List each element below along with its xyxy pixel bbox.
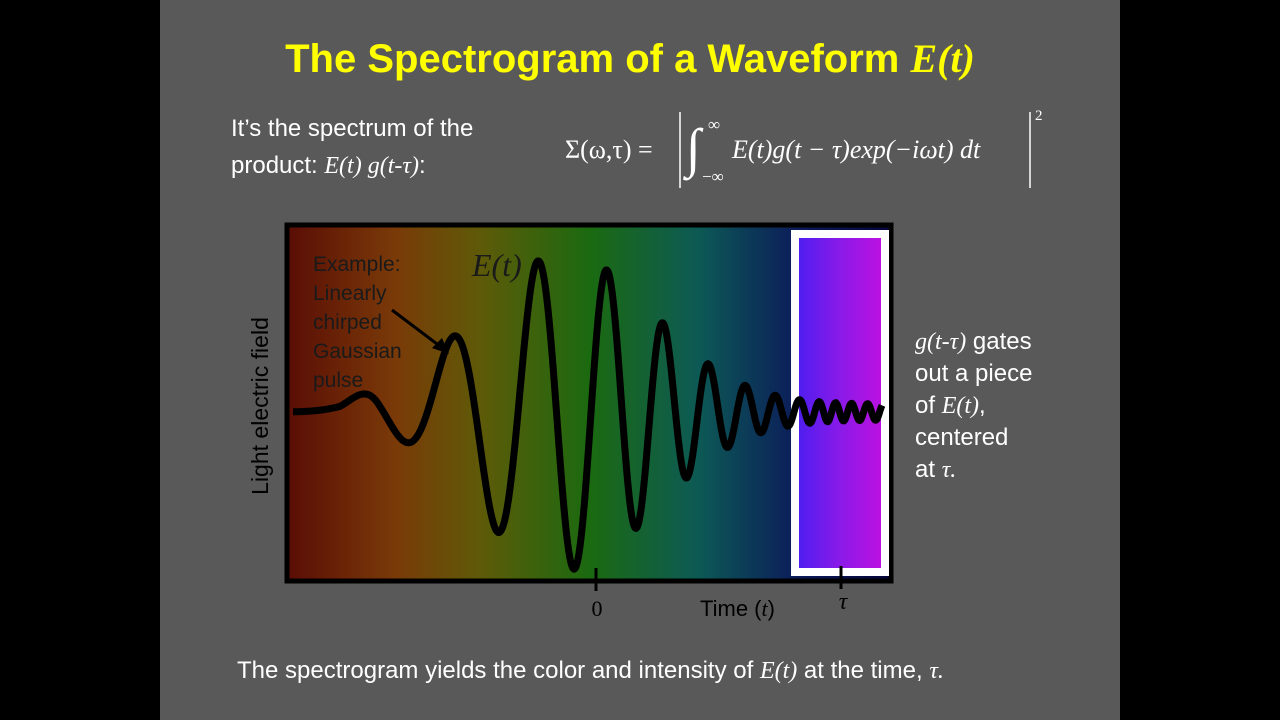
text-segment: E(t) — [941, 393, 979, 419]
text-segment: E(t) — [759, 658, 797, 684]
text-layer: The Spectrogram of a Waveform E(t) It’s t… — [231, 36, 1032, 684]
side-note-line: of E(t), — [915, 392, 986, 419]
text-segment: The spectrogram yields the color and int… — [237, 657, 760, 684]
text-segment: The Spectrogram of a Waveform — [285, 37, 910, 81]
y-axis-label: Light electric field — [247, 317, 273, 495]
text-segment: : — [419, 152, 426, 179]
gate-label: τ — [839, 589, 849, 615]
text-segment: product: — [231, 152, 324, 179]
text-segment: at the time, — [797, 657, 929, 684]
waveform — [290, 257, 886, 573]
formula-lower: −∞ — [702, 167, 724, 186]
formula-power: 2 — [1035, 108, 1043, 124]
text-segment: gates — [966, 328, 1031, 355]
slide-title: The Spectrogram of a Waveform E(t) — [285, 36, 975, 81]
text-segment: ) — [768, 596, 775, 621]
text-segment: It’s the spectrum of the — [231, 115, 473, 142]
formula-upper: ∞ — [708, 115, 720, 134]
side-note-line: centered — [915, 424, 1008, 451]
wave-label: E(t) — [471, 247, 522, 283]
text-segment: E(t) — [909, 36, 974, 81]
arrow-head — [432, 338, 449, 354]
intro-line: It’s the spectrum of the — [231, 115, 473, 142]
side-note-line: at τ. — [915, 456, 956, 483]
integral-sign: ∫ — [683, 118, 704, 181]
annotation-line: pulse — [313, 369, 363, 392]
text-segment: t — [762, 596, 769, 621]
side-note-line: g(t-τ) gates — [915, 328, 1032, 355]
text-segment: centered — [915, 424, 1008, 451]
annotation-line: Example: — [313, 253, 401, 276]
annotation-line: chirped — [313, 311, 382, 334]
annotation-line: Linearly — [313, 282, 387, 305]
annotation-arrow — [391, 308, 446, 352]
intro-line: product: E(t) g(t-τ): — [231, 152, 426, 179]
text-segment: , — [979, 392, 986, 419]
text-segment: Time ( — [700, 596, 762, 621]
text-segment: out a piece — [915, 360, 1032, 387]
formula-lhs: Σ(ω,τ) = — [565, 135, 653, 164]
text-segment: E(t) g(t-τ) — [323, 153, 419, 179]
formula-integrand: E(t)g(t − τ)exp(−iωt) dt — [731, 135, 981, 164]
x-tick-label: 0 — [592, 596, 603, 621]
x-axis-label: Time (t) — [700, 596, 775, 621]
text-segment: τ. — [929, 658, 944, 684]
text-segment: g(t-τ) — [915, 329, 966, 355]
text-segment: τ. — [942, 457, 957, 483]
side-note-line: out a piece — [915, 360, 1032, 387]
text-segment: at — [915, 456, 942, 483]
annotation-line: Gaussian — [313, 340, 402, 363]
footer-text: The spectrogram yields the color and int… — [237, 657, 944, 684]
text-segment: of — [915, 392, 942, 419]
